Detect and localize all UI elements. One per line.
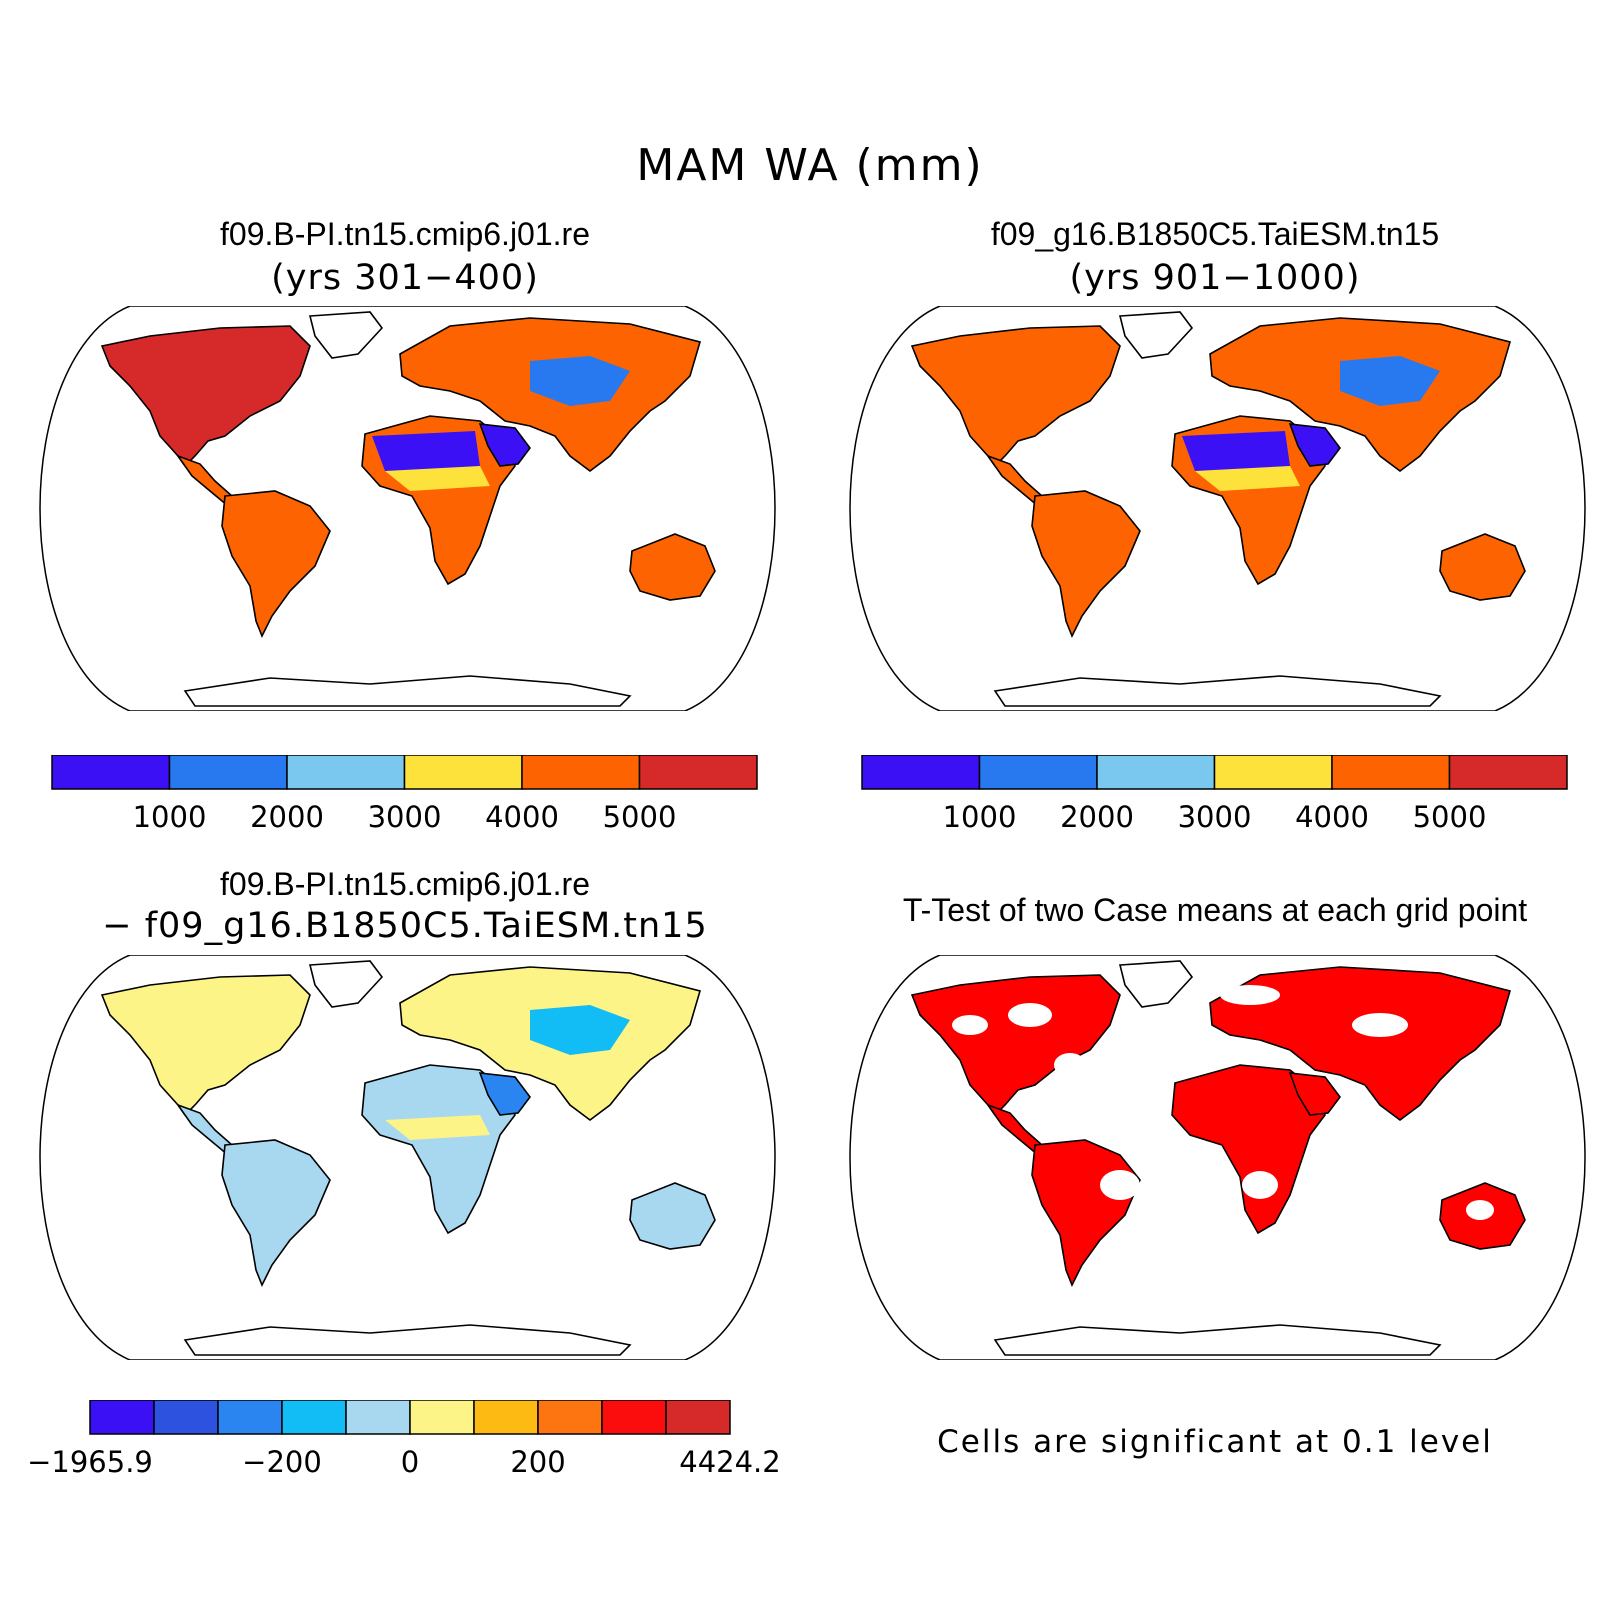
non-significant-patch <box>1008 1003 1052 1027</box>
arabia-region <box>1288 423 1341 467</box>
arabia-region <box>1288 1072 1341 1116</box>
north-america-region <box>910 325 1121 468</box>
colorbar-tick-label: 2000 <box>1060 800 1134 834</box>
colorbar-box <box>473 1400 539 1435</box>
sahel-anomaly <box>1195 466 1300 491</box>
panel4-title: T-Test of two Case means at each grid po… <box>902 892 1528 928</box>
colorbar-tick-label: 2000 <box>250 800 324 834</box>
antarctica-region <box>183 1324 632 1356</box>
colorbar-box <box>1448 755 1568 790</box>
panel1-title: f09.B-PI.tn15.cmip6.j01.re <box>220 216 590 252</box>
panel2-title: f09_g16.B1850C5.TaiESM.tn15 <box>990 216 1440 252</box>
greenland-region <box>1118 960 1194 1008</box>
colorbar-tick-label: −200 <box>242 1445 322 1479</box>
colorbar-box <box>168 755 288 790</box>
colorbar-box <box>601 1400 667 1435</box>
significance-note: Cells are significant at 0.1 level <box>937 1424 1493 1460</box>
central-asia-anomaly <box>530 1005 630 1055</box>
arabia-region <box>478 423 531 467</box>
greenland-region <box>308 311 384 359</box>
colorbar-box <box>153 1400 219 1435</box>
colorbar-panel-1: 1000 2000 3000 4000 5000 <box>51 755 758 834</box>
north-america-region <box>910 974 1121 1117</box>
map-panel-2 <box>849 306 1586 711</box>
central-asia-anomaly <box>530 356 630 406</box>
colorbar-box <box>345 1400 411 1435</box>
map-panel-1 <box>39 306 776 711</box>
colorbar-box <box>861 755 981 790</box>
south-america-region <box>221 490 331 638</box>
central-asia-anomaly <box>1340 356 1440 406</box>
non-significant-patch <box>1220 985 1280 1005</box>
colorbar-tick-label: 4424.2 <box>679 1445 780 1479</box>
colorbar-box <box>1213 755 1333 790</box>
sahara-anomaly <box>372 431 480 471</box>
colorbar-box <box>281 1400 347 1435</box>
antarctica-region <box>993 675 1442 707</box>
colorbar-box <box>978 755 1098 790</box>
colorbar-box <box>1096 755 1216 790</box>
eurasia-region <box>1209 966 1512 1121</box>
colorbar-panel-2: 1000 2000 3000 4000 5000 <box>861 755 1568 834</box>
colorbar-box <box>217 1400 283 1435</box>
figure-title: MAM WA (mm) <box>636 140 984 191</box>
colorbar-tick-label: 5000 <box>1413 800 1487 834</box>
non-significant-patch <box>1242 1171 1278 1199</box>
north-america-region <box>100 325 311 468</box>
colorbar-box <box>638 755 758 790</box>
colorbar-tick-label: 4000 <box>485 800 559 834</box>
colorbar-tick-label: 3000 <box>1178 800 1252 834</box>
australia-region <box>1439 533 1526 601</box>
colorbar-box <box>403 755 523 790</box>
colorbar-box <box>665 1400 731 1435</box>
antarctica-region <box>993 1324 1442 1356</box>
colorbar-tick-label: 0 <box>401 1445 419 1479</box>
australia-region <box>629 533 716 601</box>
colorbar-box <box>51 755 171 790</box>
arabia-region <box>478 1072 531 1116</box>
colorbar-tick-label: 3000 <box>368 800 442 834</box>
australia-region <box>629 1182 716 1250</box>
colorbar-box <box>89 1400 155 1435</box>
sahel-anomaly <box>385 466 490 491</box>
colorbar-box <box>537 1400 603 1435</box>
map-panel-3 <box>39 955 776 1360</box>
non-significant-patch <box>1100 1170 1140 1200</box>
greenland-region <box>1118 311 1194 359</box>
colorbar-box <box>521 755 641 790</box>
colorbar-tick-label: 1000 <box>133 800 207 834</box>
sahara-anomaly <box>1182 431 1290 471</box>
non-significant-patch <box>1466 1200 1494 1220</box>
panel3-subtitle: − f09_g16.B1850C5.TaiESM.tn15 <box>102 906 708 946</box>
non-significant-patch <box>952 1015 988 1035</box>
colorbar-panel-3: −1965.9 −200 0 200 4424.2 <box>27 1400 781 1479</box>
colorbar-box <box>409 1400 475 1435</box>
greenland-region <box>308 960 384 1008</box>
map-panel-4 <box>849 955 1586 1360</box>
panel1-subtitle: (yrs 301−400) <box>271 258 539 298</box>
non-significant-patch <box>1352 1013 1408 1037</box>
colorbar-tick-label: 1000 <box>943 800 1017 834</box>
south-america-region <box>221 1139 331 1287</box>
colorbar-box <box>1331 755 1451 790</box>
south-america-region <box>1031 490 1141 638</box>
non-significant-patch <box>1054 1053 1086 1077</box>
north-america-region <box>100 974 311 1117</box>
sahel-anomaly <box>385 1115 490 1140</box>
sahara-anomaly <box>372 1080 480 1120</box>
colorbar-tick-label: 200 <box>510 1445 565 1479</box>
panel2-subtitle: (yrs 901−1000) <box>1069 258 1361 298</box>
antarctica-region <box>183 675 632 707</box>
colorbar-tick-label: 4000 <box>1295 800 1369 834</box>
colorbar-box <box>286 755 406 790</box>
panel3-title: f09.B-PI.tn15.cmip6.j01.re <box>220 866 590 902</box>
colorbar-tick-label: −1965.9 <box>27 1445 153 1479</box>
colorbar-tick-label: 5000 <box>603 800 677 834</box>
